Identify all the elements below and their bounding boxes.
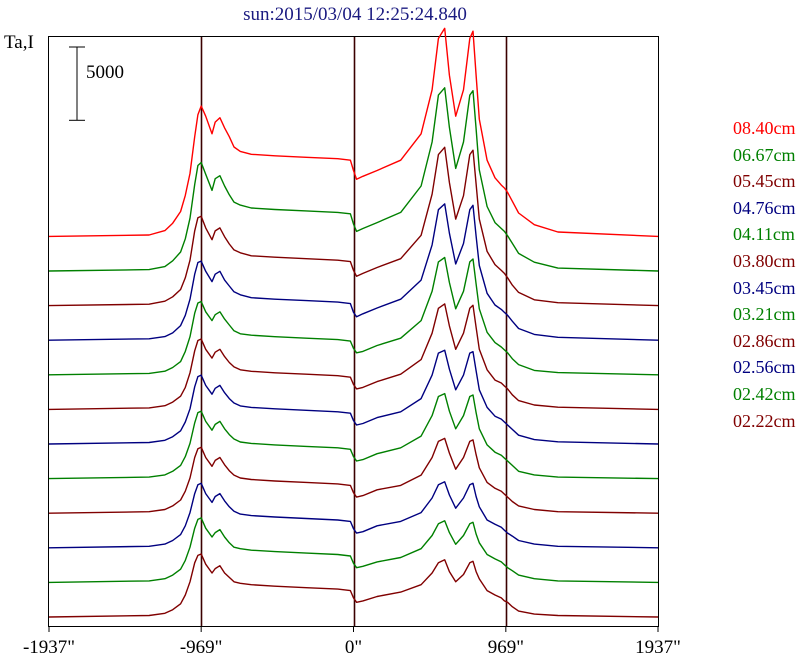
plot-frame [48, 36, 659, 627]
legend-entry: 05.45cm [733, 171, 796, 192]
series-line-4 [48, 256, 659, 376]
legend-entry: 02.42cm [733, 384, 796, 404]
x-tick-label: 1937" [635, 637, 681, 658]
legend-entry: 02.56cm [733, 357, 796, 378]
series-line-8 [48, 437, 659, 514]
legend-entry: 02.22cm [733, 410, 796, 431]
series-line-3 [48, 203, 659, 341]
x-tick-label: -969" [179, 637, 223, 658]
x-tick-label: 969" [487, 637, 524, 658]
legend-entry: 04.76cm [733, 197, 796, 218]
x-tick-label: -1937" [22, 637, 76, 658]
series-line-11 [48, 553, 659, 618]
series-line-2 [48, 146, 659, 307]
legend-entry: 04.11cm [733, 224, 795, 245]
chart-title: sun:2015/03/04 12:25:24.840 [243, 4, 467, 25]
y-axis-label: Ta,I [4, 32, 34, 53]
scale-bar-label: 5000 [86, 62, 124, 83]
legend-entry: 03.45cm [733, 277, 796, 298]
series-line-10 [48, 517, 659, 584]
series-line-1 [48, 87, 659, 272]
series-line-9 [48, 481, 659, 549]
legend-entry: 03.21cm [733, 304, 796, 325]
series-line-6 [48, 349, 659, 445]
legend-entry: 03.80cm [733, 251, 796, 271]
x-tick-label: 0" [344, 637, 363, 658]
series-line-7 [48, 392, 659, 480]
legend-entry: 02.86cm [733, 330, 796, 351]
series-line-5 [48, 303, 659, 411]
legend-entry: 08.40cm [733, 118, 796, 138]
legend-entry: 06.67cm [733, 144, 796, 165]
series-line-0 [48, 27, 659, 238]
